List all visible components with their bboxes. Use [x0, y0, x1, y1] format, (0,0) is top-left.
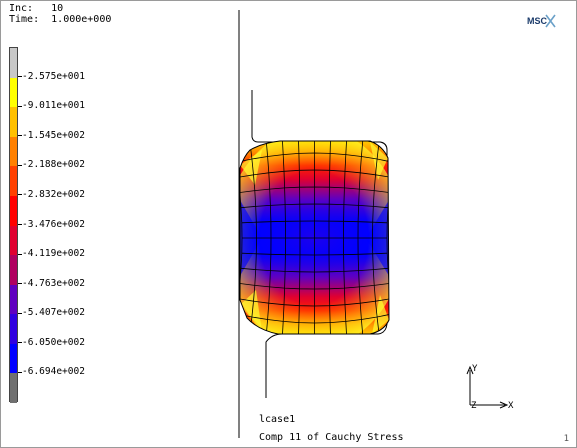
mesh-column-line: [343, 141, 348, 334]
mesh-column-line: [298, 141, 301, 334]
mesh-column-line: [249, 143, 257, 333]
legend-tick: [18, 194, 22, 196]
body-outline: [239, 140, 390, 335]
legend-tick-label: -4.119e+002: [22, 248, 85, 260]
legend-tick: [18, 371, 22, 373]
legend-swatch: [10, 107, 17, 138]
result-variable: Comp 11 of Cauchy Stress: [259, 432, 404, 443]
legend-swatch: [10, 284, 17, 315]
mesh-column-line: [281, 141, 286, 334]
mesh-column-line: [386, 146, 389, 330]
legend-swatch: [10, 77, 17, 108]
legend-tick: [18, 283, 22, 285]
legend-tick: [18, 76, 22, 78]
legend-tick: [18, 164, 22, 166]
legend-swatch: [10, 314, 17, 345]
case-name: lcase1: [259, 414, 296, 425]
triad-x-arrow: [499, 401, 509, 409]
time-readout: Time: 1.000e+000: [9, 14, 111, 25]
mesh-column-line: [328, 141, 331, 334]
legend-tick-label: -5.407e+002: [22, 307, 85, 319]
coordinate-triad: [466, 365, 509, 409]
triad-z-label: Z: [471, 401, 477, 411]
legend-swatch: [10, 373, 17, 404]
legend-tick-label: -4.763e+002: [22, 277, 85, 289]
legend-swatch: [10, 255, 17, 286]
legend-tick-label: -6.694e+002: [22, 366, 85, 378]
legend-swatch: [10, 48, 17, 79]
legend-tick: [18, 135, 22, 137]
msc-logo-icon: MSC: [526, 12, 558, 30]
legend-tick-label: -2.575e+001: [22, 70, 85, 82]
page-number: 1: [563, 434, 569, 444]
increment-readout: Inc: 10: [9, 3, 63, 14]
legend-tick: [18, 312, 22, 314]
legend-tick: [18, 342, 22, 344]
legend-tick-label: -6.050e+002: [22, 336, 85, 348]
time-value: 1.000e+000: [51, 14, 112, 25]
legend-swatch: [10, 343, 17, 374]
legend-tick: [18, 105, 22, 107]
legend-tick-label: -1.545e+002: [22, 129, 85, 141]
mesh-column-line: [372, 143, 380, 333]
legend-swatch: [10, 136, 17, 167]
legend-tick-label: -2.832e+002: [22, 188, 85, 200]
mesh-column-line: [357, 141, 364, 334]
fe-mesh: [240, 141, 389, 334]
legend-tick-label: -3.476e+002: [22, 218, 85, 230]
logo-text: MSC: [527, 16, 548, 26]
legend-tick: [18, 253, 22, 255]
legend-swatch: [10, 166, 17, 197]
triad-x-label: X: [508, 401, 514, 411]
legend-swatch: [10, 195, 17, 226]
legend-tick-label: -2.188e+002: [22, 159, 85, 171]
triad-y-arrow: [466, 365, 474, 375]
mesh-column-line: [265, 141, 272, 334]
color-legend-bar: [9, 47, 18, 404]
inc-label: Inc:: [9, 3, 34, 14]
time-label: Time:: [9, 14, 40, 25]
legend-tick-label: -9.011e+001: [22, 100, 85, 112]
legend-swatch: [10, 225, 17, 256]
inc-value: 10: [51, 3, 64, 14]
legend-tick: [18, 224, 22, 225]
mesh-column-line: [240, 146, 243, 330]
triad-y-label: Y: [472, 364, 478, 374]
